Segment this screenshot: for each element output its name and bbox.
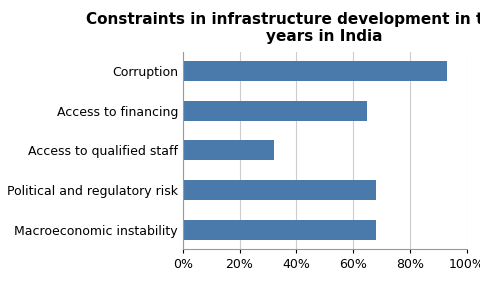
Bar: [182, 220, 375, 240]
Bar: [182, 180, 375, 200]
Bar: [182, 101, 366, 121]
Bar: [182, 140, 273, 160]
Title: Constraints in infrastructure development in the next 3
years in India: Constraints in infrastructure developmen…: [85, 12, 480, 44]
Bar: [182, 61, 446, 81]
